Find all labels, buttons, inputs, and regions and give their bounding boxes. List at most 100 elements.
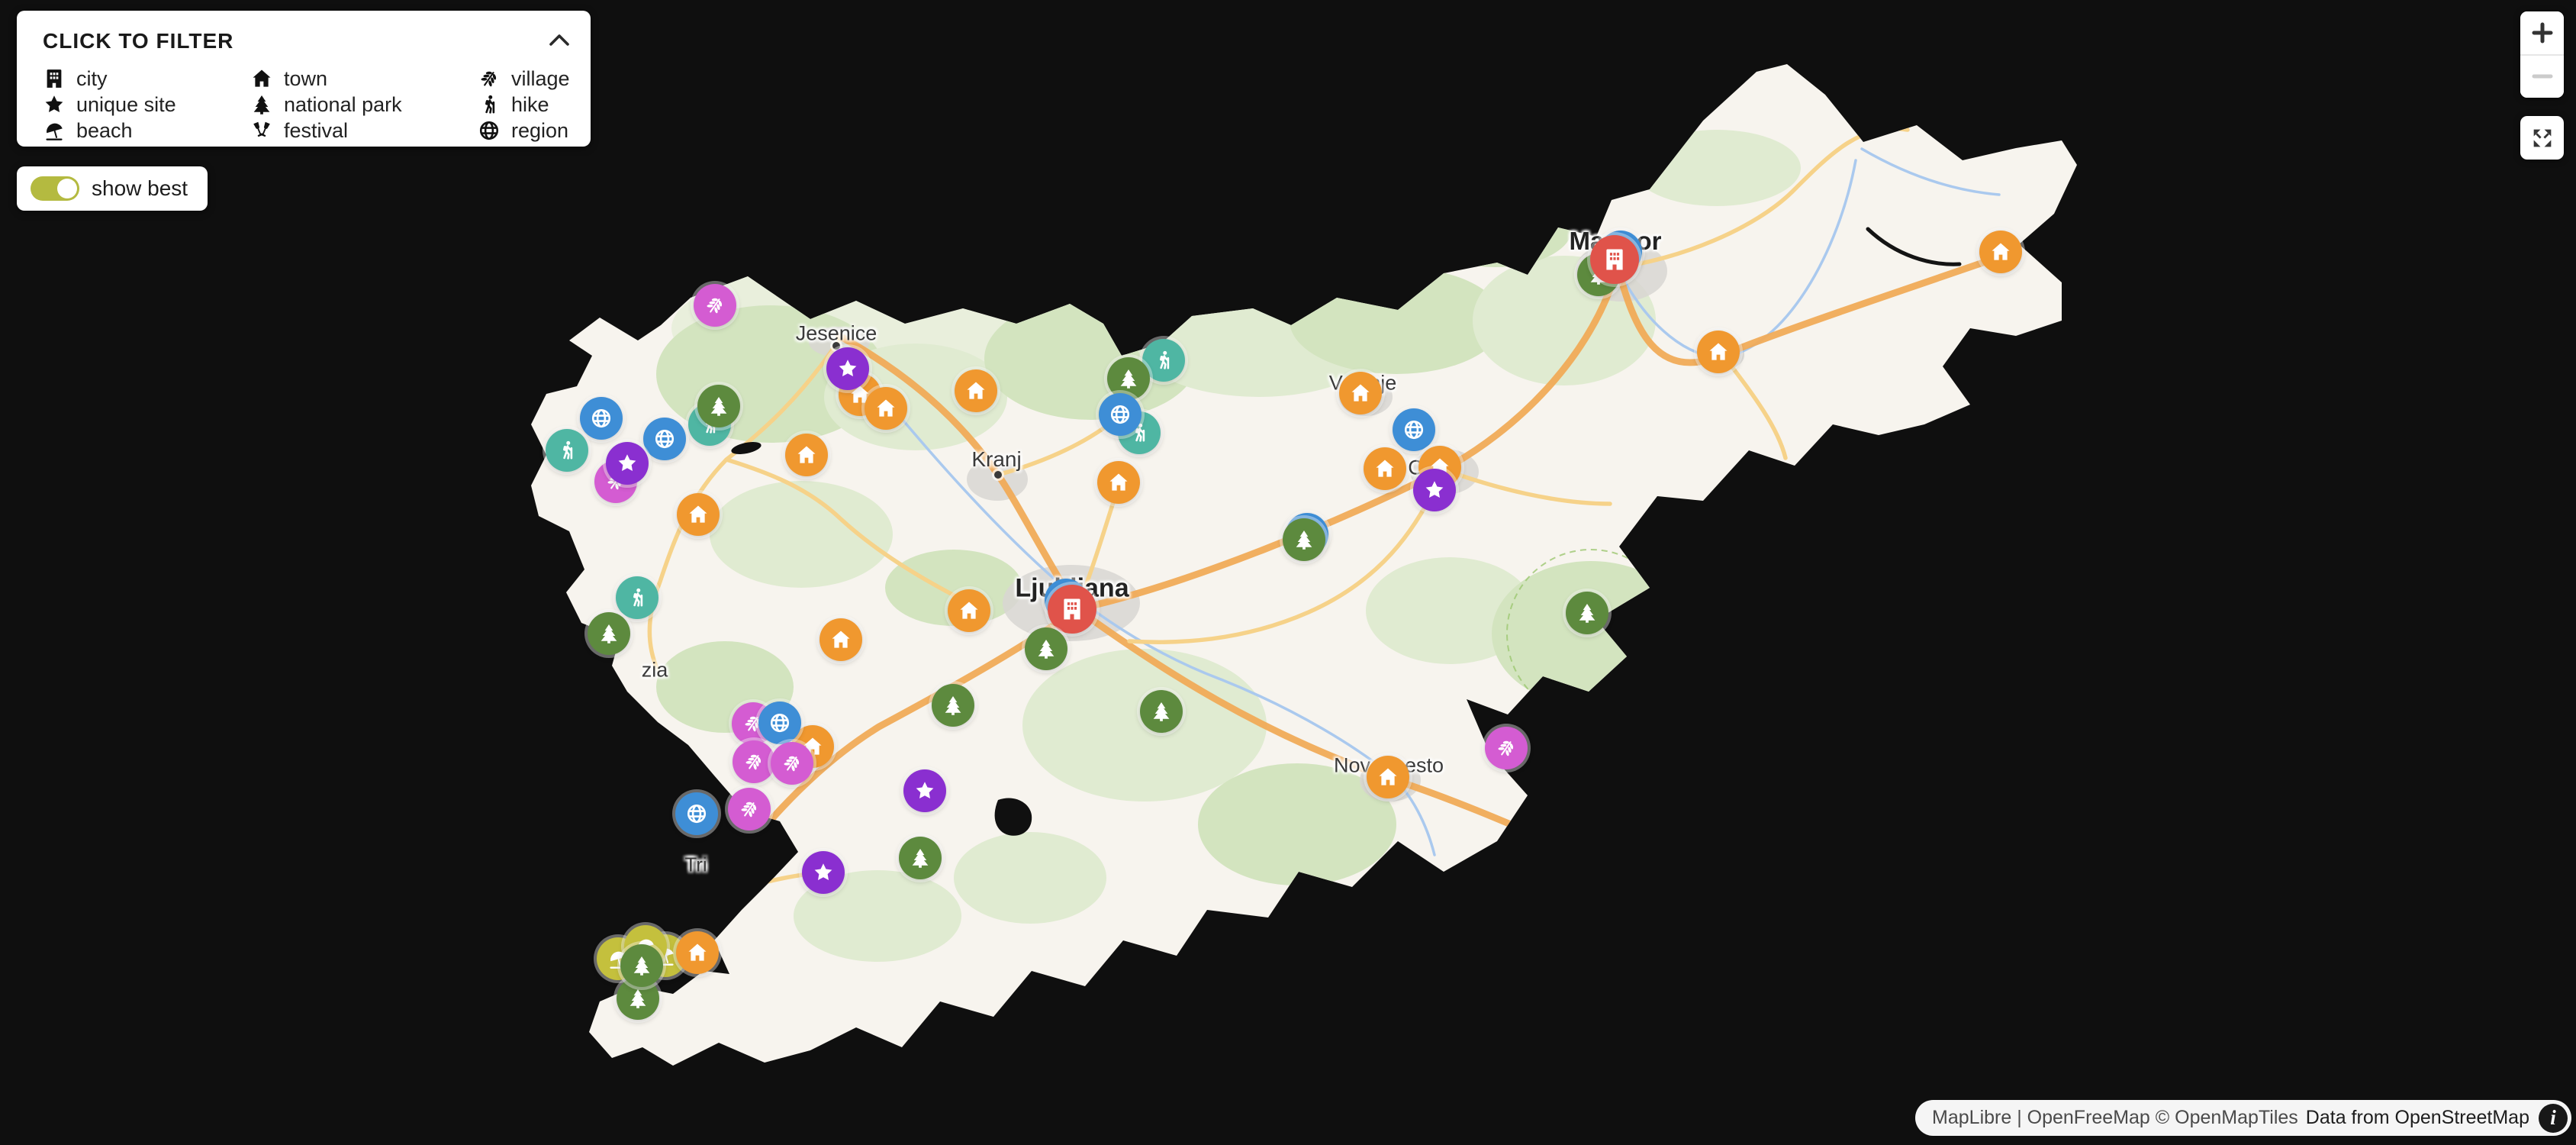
region-marker[interactable] — [643, 418, 686, 460]
filter-item-festival[interactable]: festival — [250, 119, 478, 143]
region-marker[interactable] — [758, 702, 801, 744]
collapse-filter-button[interactable] — [546, 29, 572, 52]
filter-item-national-park[interactable]: national park — [250, 93, 478, 117]
filter-item-region[interactable]: region — [478, 119, 571, 143]
town-icon — [958, 599, 980, 622]
city-marker[interactable] — [1048, 585, 1096, 634]
fullscreen-button[interactable] — [2520, 116, 2564, 160]
unique_site-marker[interactable] — [606, 442, 649, 485]
filter-item-village[interactable]: village — [478, 67, 571, 91]
town-icon — [250, 67, 273, 90]
zoom-out-button[interactable] — [2520, 55, 2564, 98]
region-marker[interactable] — [580, 397, 623, 440]
village-icon — [704, 294, 726, 317]
national_park-marker[interactable] — [1566, 592, 1608, 634]
region-icon — [768, 711, 791, 734]
village-marker[interactable] — [728, 788, 771, 831]
village-marker[interactable] — [1485, 727, 1528, 769]
hike-icon — [555, 439, 578, 462]
national_park-marker[interactable] — [1283, 518, 1325, 561]
unique_site-marker[interactable] — [903, 769, 946, 812]
unique_site-icon — [616, 452, 639, 475]
city-marker[interactable] — [1590, 235, 1639, 284]
zoom-in-button[interactable] — [2520, 11, 2564, 54]
info-icon[interactable]: i — [2539, 1103, 2568, 1133]
town-marker[interactable] — [948, 589, 990, 632]
attribution-links[interactable]: MapLibre | OpenFreeMap © OpenMapTiles — [1932, 1107, 2298, 1128]
village-icon — [742, 750, 765, 773]
region-marker[interactable] — [1393, 408, 1435, 451]
national_park-icon — [1576, 602, 1599, 624]
fullscreen-expand-icon — [2533, 129, 2551, 147]
national_park-icon — [1035, 637, 1058, 660]
city-icon — [1602, 247, 1628, 273]
town-icon — [829, 628, 852, 651]
town-icon — [964, 379, 987, 402]
region-marker[interactable] — [675, 792, 718, 835]
town-icon — [686, 941, 709, 964]
filter-item-label: unique site — [76, 92, 176, 116]
hike-marker[interactable] — [616, 576, 658, 619]
national_park-marker[interactable] — [1140, 690, 1183, 733]
village-marker[interactable] — [733, 740, 775, 783]
village-icon — [738, 798, 761, 821]
national_park-icon — [626, 987, 649, 1010]
filter-item-hike[interactable]: hike — [478, 93, 571, 117]
national_park-icon — [250, 93, 273, 116]
village-icon — [1495, 737, 1518, 760]
town-marker[interactable] — [785, 434, 828, 476]
zoom-divider — [2520, 53, 2564, 56]
region-icon — [1402, 418, 1425, 441]
filter-item-beach[interactable]: beach — [43, 119, 250, 143]
filter-item-label: village — [511, 66, 570, 90]
town-marker[interactable] — [676, 931, 719, 974]
national_park-marker[interactable] — [1107, 357, 1150, 400]
filter-panel: CLICK TO FILTER city unique site beach town… — [17, 11, 591, 147]
town-marker[interactable] — [1097, 461, 1140, 504]
filter-item-label: region — [511, 118, 569, 142]
national_park-marker[interactable] — [588, 612, 630, 655]
unique_site-marker[interactable] — [802, 851, 845, 894]
filter-item-label: beach — [76, 118, 133, 142]
filter-item-city[interactable]: city — [43, 67, 250, 91]
town-marker[interactable] — [1979, 231, 2022, 273]
village-marker[interactable] — [771, 742, 813, 785]
hike-marker[interactable] — [546, 429, 588, 472]
national_park-marker[interactable] — [620, 944, 663, 987]
filter-item-town[interactable]: town — [250, 67, 478, 91]
national_park-marker[interactable] — [697, 385, 740, 427]
national_park-icon — [707, 395, 730, 418]
unique_site-marker[interactable] — [1413, 469, 1456, 511]
national_park-icon — [1150, 700, 1173, 723]
town-marker[interactable] — [1367, 756, 1409, 798]
national_park-marker[interactable] — [932, 684, 974, 727]
hike-icon — [478, 93, 501, 116]
national_park-marker[interactable] — [1025, 627, 1067, 670]
hike-icon — [626, 586, 649, 609]
region-icon — [1109, 403, 1132, 426]
village-marker[interactable] — [694, 284, 736, 327]
national_park-marker[interactable] — [899, 837, 942, 879]
town-marker[interactable] — [819, 618, 862, 661]
attribution-osm[interactable]: Data from OpenStreetMap — [2305, 1107, 2529, 1128]
filter-item-label: hike — [511, 92, 549, 116]
region-marker[interactable] — [1099, 393, 1141, 436]
town-marker[interactable] — [865, 387, 907, 430]
town-marker[interactable] — [677, 493, 720, 536]
town-icon — [1707, 340, 1730, 363]
town-marker[interactable] — [1697, 331, 1740, 373]
town-marker[interactable] — [1339, 372, 1382, 414]
town-marker[interactable] — [1364, 447, 1406, 490]
chevron-up-icon — [549, 34, 569, 46]
city-icon — [43, 67, 66, 90]
town-icon — [1377, 766, 1399, 789]
town-icon — [874, 397, 897, 420]
town-icon — [1349, 382, 1372, 405]
town-marker[interactable] — [955, 369, 997, 412]
unique_site-marker[interactable] — [826, 347, 869, 390]
region-icon — [478, 119, 501, 142]
city-icon — [1059, 596, 1085, 622]
filter-item-unique-site[interactable]: unique site — [43, 93, 250, 117]
show-best-toggle[interactable] — [31, 176, 79, 201]
